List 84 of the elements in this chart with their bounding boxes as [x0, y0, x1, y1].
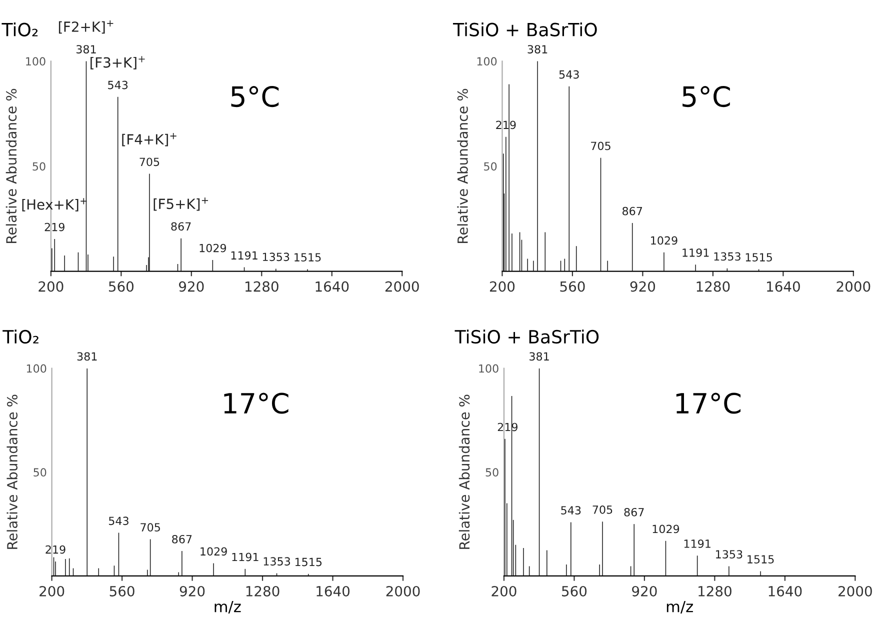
x-tick-label: 1640 — [767, 281, 800, 292]
x-tick-label: 920 — [179, 281, 204, 292]
y-axis-title: Relative Abundance % — [457, 88, 468, 244]
x-tick-label: 560 — [110, 586, 134, 596]
annotation: 219 — [44, 222, 64, 232]
x-tick-label: 200 — [40, 586, 64, 596]
x-tick-label: 1280 — [246, 586, 280, 596]
annotation: 1515 — [295, 558, 322, 566]
y-tick-label: 100 — [479, 364, 498, 373]
annotation: 705 — [591, 142, 610, 150]
x-tick-label: 1640 — [768, 586, 802, 596]
annotation: 17°C — [676, 392, 740, 414]
x-tick-label: 200 — [490, 281, 515, 292]
x-tick-label: 2000 — [838, 586, 872, 596]
annotation: 867 — [624, 508, 644, 516]
annotation: 1029 — [651, 236, 678, 245]
annotation: 381 — [530, 352, 549, 361]
y-axis-title: Relative Abundance % — [6, 394, 18, 549]
annotation: 705 — [140, 158, 160, 166]
chart-title: TiSiO + BaSrTiO — [454, 330, 599, 344]
x-tick-label: 200 — [38, 281, 64, 292]
y-tick-label: 100 — [26, 364, 46, 373]
y-axis-title: Relative Abundance % — [6, 88, 17, 244]
annotation: [F2+K]$^{+}$ — [58, 20, 114, 34]
annotation: 867 — [171, 222, 191, 231]
annotation: 1515 — [294, 253, 321, 262]
annotation: 543 — [561, 506, 581, 514]
annotation: 867 — [622, 206, 642, 216]
annotation: [F3+K]$^{+}$ — [90, 56, 145, 70]
y-tick-label: 100 — [26, 57, 46, 66]
chart-title: TiO₂ — [2, 22, 38, 36]
x-tick-label: 920 — [180, 586, 205, 596]
y-tick-label: 50 — [486, 468, 498, 477]
annotation: 1191 — [684, 540, 710, 548]
x-tick-label: 2000 — [386, 586, 420, 596]
annotation: 1029 — [200, 244, 226, 252]
annotation: 1515 — [746, 253, 772, 262]
x-tick-label: 560 — [562, 586, 587, 596]
annotation: 1353 — [262, 252, 290, 262]
annotation: 1353 — [716, 550, 742, 559]
y-tick-label: 50 — [34, 468, 46, 477]
annotation: [F5+K]$^{+}$ — [154, 198, 208, 211]
x-tick-label: 200 — [492, 586, 516, 596]
annotation: 705 — [140, 523, 160, 532]
x-tick-label: 1280 — [698, 586, 732, 596]
x-axis-title: m/z — [214, 601, 241, 614]
chart-title: TiO₂ — [2, 330, 38, 344]
annotation: 5°C — [231, 86, 279, 108]
y-tick-label: 50 — [32, 162, 46, 171]
x-tick-label: 560 — [108, 281, 134, 292]
annotation: 1029 — [652, 524, 680, 534]
x-tick-label: 1280 — [696, 281, 730, 292]
y-tick-label: 100 — [477, 57, 497, 66]
x-tick-label: 1640 — [316, 281, 349, 292]
annotation: 381 — [76, 45, 96, 54]
x-axis-title: m/z — [666, 601, 693, 614]
x-tick-label: 920 — [632, 586, 657, 596]
x-tick-label: 1280 — [245, 281, 278, 292]
annotation: 543 — [559, 70, 579, 79]
annotation: 705 — [592, 505, 612, 514]
annotation: 1191 — [682, 248, 709, 257]
y-axis-title: Relative Abundance % — [458, 394, 470, 549]
annotation: 381 — [77, 352, 97, 361]
x-tick-label: 560 — [560, 281, 585, 292]
x-tick-label: 1640 — [316, 586, 350, 596]
annotation: 543 — [108, 516, 128, 526]
annotation: 1353 — [264, 557, 290, 566]
x-tick-label: 2000 — [385, 281, 419, 292]
annotation: 1191 — [231, 251, 258, 260]
annotation: 867 — [172, 534, 192, 544]
chart-title: TiSiO + BaSrTiO — [452, 22, 597, 36]
annotation: 5°C — [682, 86, 730, 108]
annotation: 1191 — [232, 552, 258, 562]
annotation: 381 — [528, 45, 548, 54]
y-tick-label: 50 — [484, 162, 497, 171]
annotation: 219 — [46, 545, 66, 554]
annotation: 1353 — [714, 252, 740, 261]
annotation: 1515 — [748, 555, 774, 564]
annotation: [F4+K]$^{+}$ — [122, 133, 176, 146]
x-tick-label: 2000 — [836, 281, 870, 292]
x-tick-label: 920 — [630, 281, 656, 292]
annotation: 17°C — [224, 392, 288, 414]
annotation: 1029 — [200, 547, 227, 556]
annotation: 543 — [108, 80, 128, 90]
